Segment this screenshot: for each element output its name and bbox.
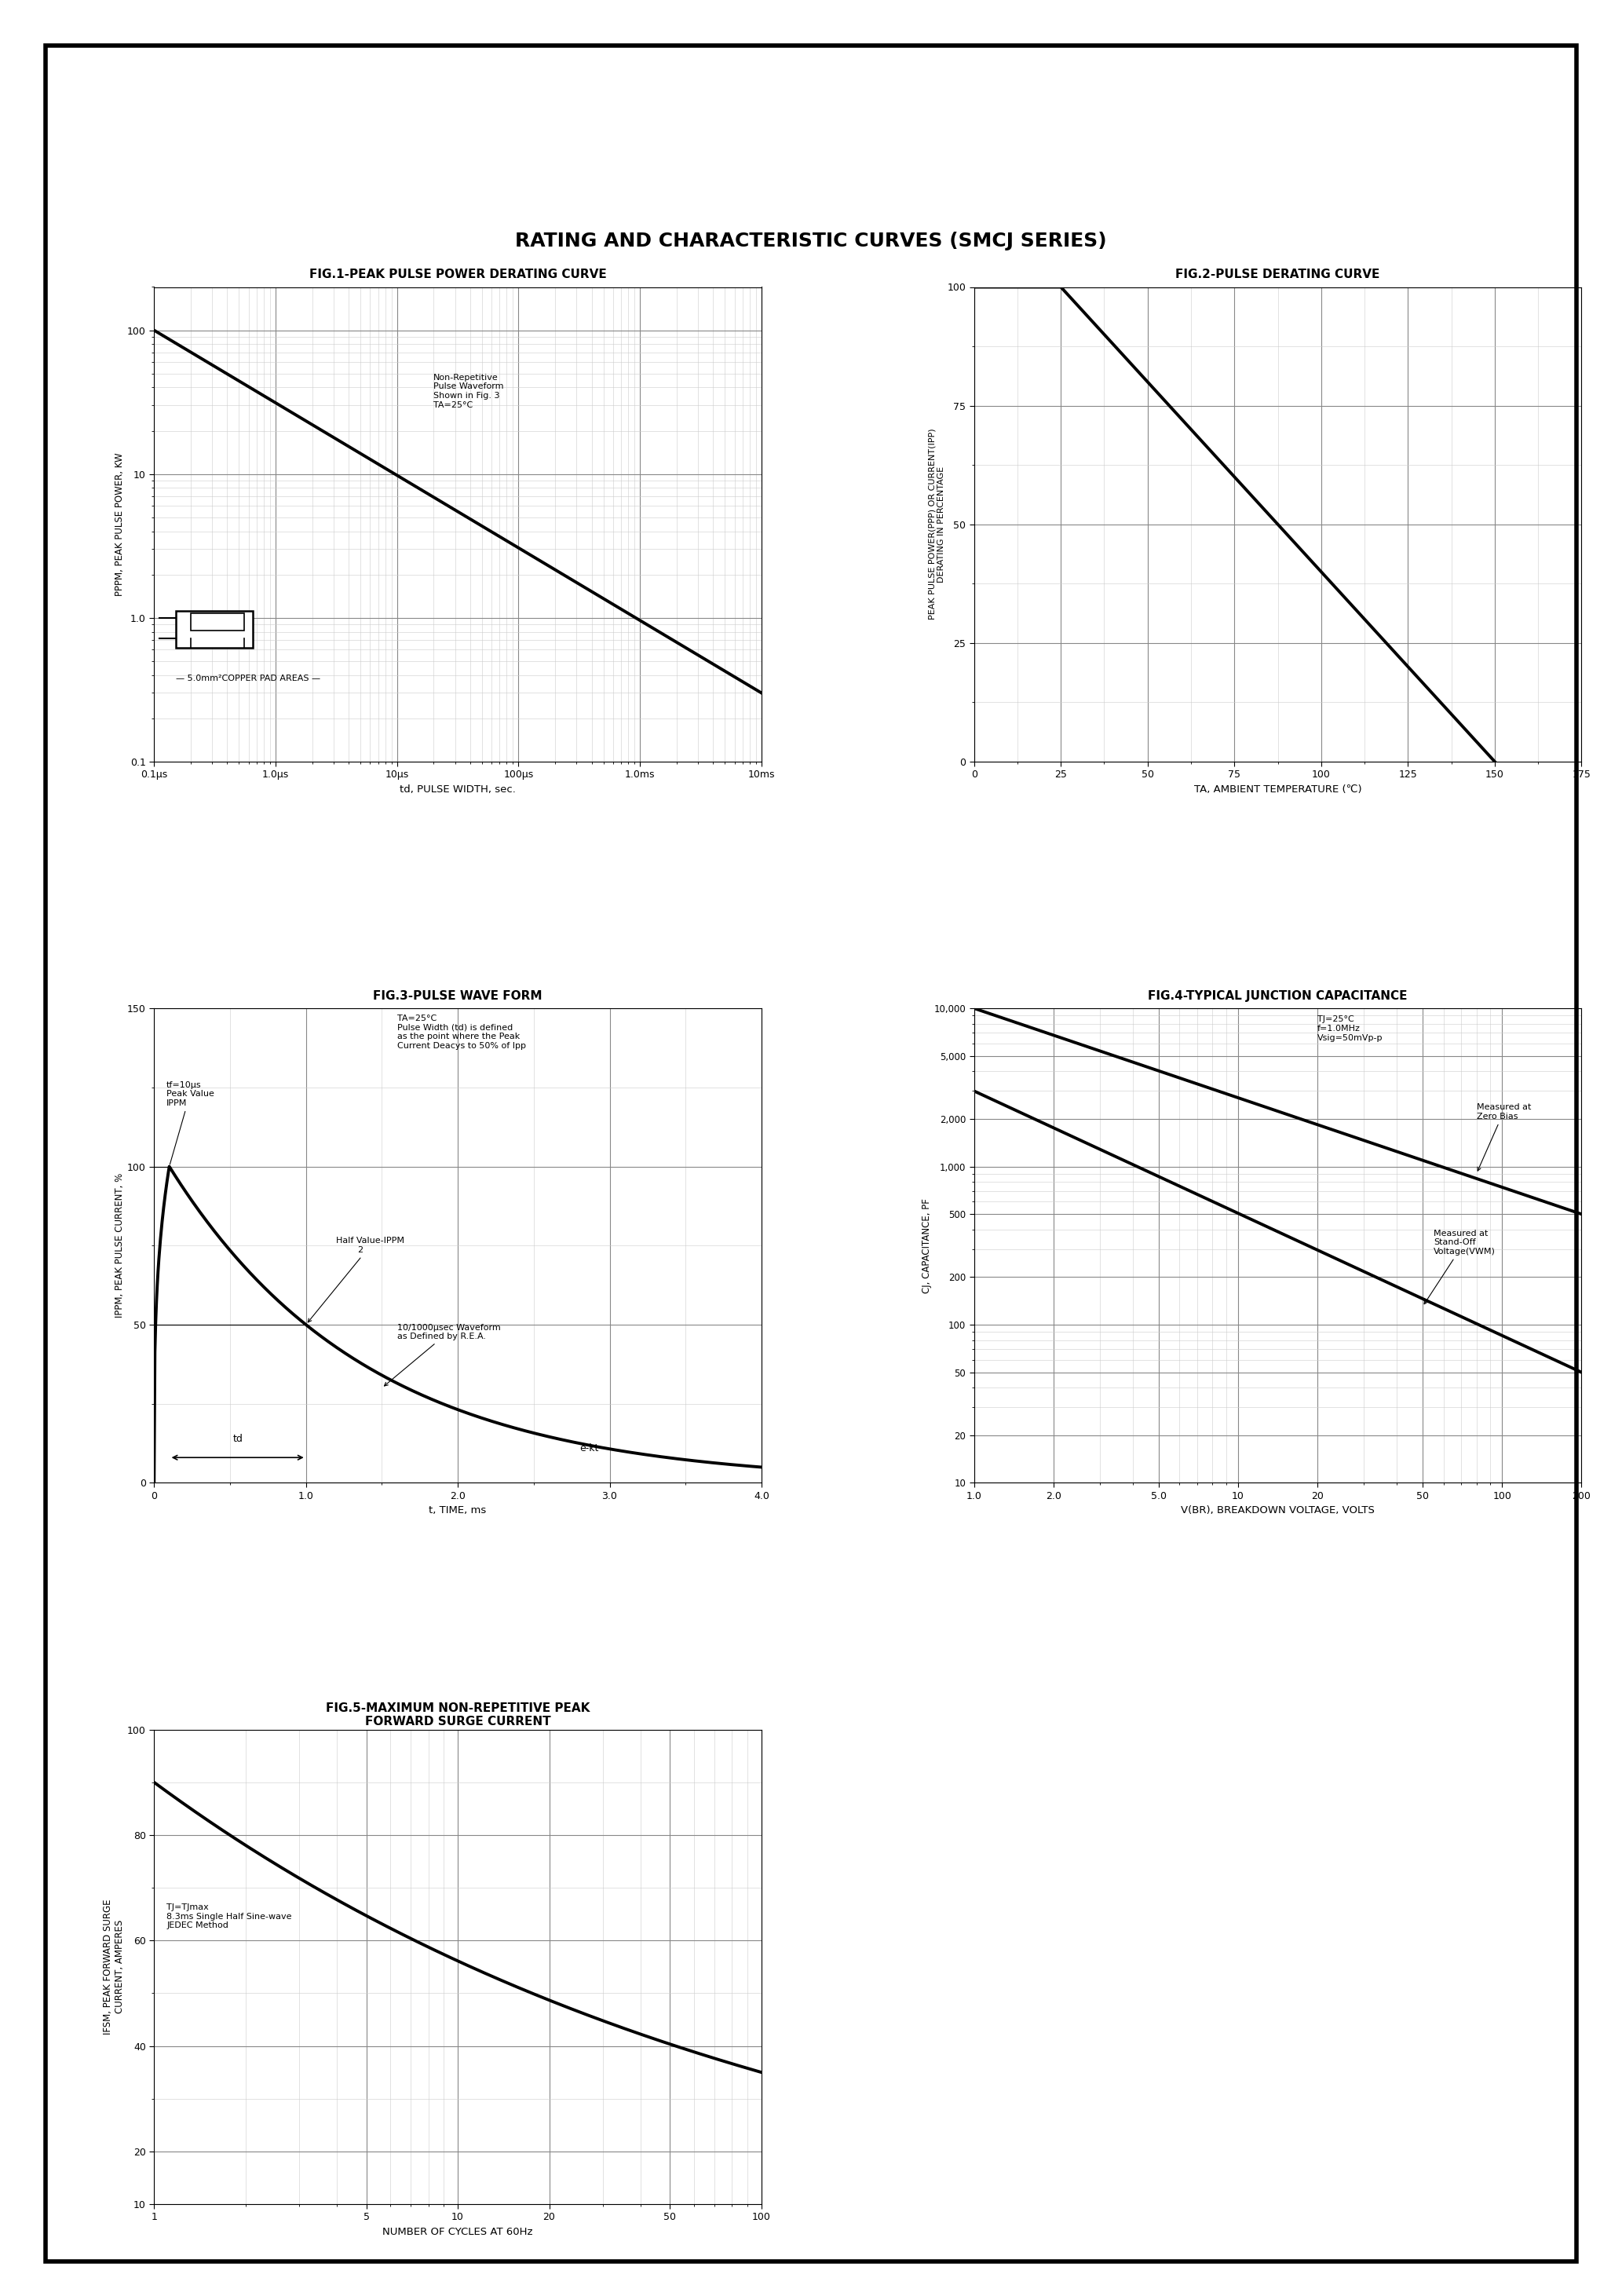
Title: FIG.3-PULSE WAVE FORM: FIG.3-PULSE WAVE FORM [373, 990, 542, 1001]
Y-axis label: PPPM, PEAK PULSE POWER, KW: PPPM, PEAK PULSE POWER, KW [115, 452, 125, 597]
Text: 10/1000μsec Waveform
as Defined by R.E.A.: 10/1000μsec Waveform as Defined by R.E.A… [384, 1322, 501, 1387]
Text: td: td [232, 1435, 243, 1444]
X-axis label: TA, AMBIENT TEMPERATURE (℃): TA, AMBIENT TEMPERATURE (℃) [1194, 785, 1361, 794]
X-axis label: NUMBER OF CYCLES AT 60Hz: NUMBER OF CYCLES AT 60Hz [383, 2227, 534, 2236]
Text: Measured at
Zero Bias: Measured at Zero Bias [1476, 1104, 1531, 1171]
Title: FIG.4-TYPICAL JUNCTION CAPACITANCE: FIG.4-TYPICAL JUNCTION CAPACITANCE [1148, 990, 1408, 1001]
X-axis label: t, TIME, ms: t, TIME, ms [430, 1506, 487, 1515]
Y-axis label: IPPM, PEAK PULSE CURRENT, %: IPPM, PEAK PULSE CURRENT, % [115, 1173, 125, 1318]
Text: e-kt: e-kt [579, 1444, 599, 1453]
Text: Half Value-IPPM
        2: Half Value-IPPM 2 [308, 1238, 404, 1322]
FancyBboxPatch shape [175, 611, 253, 647]
Title: FIG.1-PEAK PULSE POWER DERATING CURVE: FIG.1-PEAK PULSE POWER DERATING CURVE [310, 269, 607, 280]
X-axis label: td, PULSE WIDTH, sec.: td, PULSE WIDTH, sec. [399, 785, 516, 794]
Text: — 5.0mm²COPPER PAD AREAS —: — 5.0mm²COPPER PAD AREAS — [175, 675, 320, 682]
Text: tf=10μs
Peak Value
IPPM: tf=10μs Peak Value IPPM [165, 1081, 214, 1164]
Y-axis label: PEAK PULSE POWER(PPP) OR CURRENT(IPP)
DERATING IN PERCENTAGE: PEAK PULSE POWER(PPP) OR CURRENT(IPP) DE… [928, 429, 946, 620]
FancyBboxPatch shape [191, 613, 243, 629]
Text: TA=25°C
Pulse Width (td) is defined
as the point where the Peak
Current Deacys t: TA=25°C Pulse Width (td) is defined as t… [397, 1015, 526, 1049]
Y-axis label: IFSM, PEAK FORWARD SURGE
CURRENT, AMPERES: IFSM, PEAK FORWARD SURGE CURRENT, AMPERE… [104, 1899, 125, 2034]
Title: FIG.5-MAXIMUM NON-REPETITIVE PEAK
FORWARD SURGE CURRENT: FIG.5-MAXIMUM NON-REPETITIVE PEAK FORWAR… [326, 1701, 590, 1727]
Text: Non-Repetitive
Pulse Waveform
Shown in Fig. 3
TA=25°C: Non-Repetitive Pulse Waveform Shown in F… [433, 374, 504, 409]
Text: TJ=TJmax
8.3ms Single Half Sine-wave
JEDEC Method: TJ=TJmax 8.3ms Single Half Sine-wave JED… [167, 1903, 292, 1929]
Text: Measured at
Stand-Off
Voltage(VWM): Measured at Stand-Off Voltage(VWM) [1424, 1228, 1495, 1304]
Text: RATING AND CHARACTERISTIC CURVES (SMCJ SERIES): RATING AND CHARACTERISTIC CURVES (SMCJ S… [516, 232, 1106, 250]
Y-axis label: CJ, CAPACITANCE, PF: CJ, CAPACITANCE, PF [921, 1199, 931, 1293]
Text: TJ=25°C
f=1.0MHz
Vsig=50mVp-p: TJ=25°C f=1.0MHz Vsig=50mVp-p [1317, 1015, 1384, 1042]
Title: FIG.2-PULSE DERATING CURVE: FIG.2-PULSE DERATING CURVE [1176, 269, 1380, 280]
X-axis label: V(BR), BREAKDOWN VOLTAGE, VOLTS: V(BR), BREAKDOWN VOLTAGE, VOLTS [1181, 1506, 1375, 1515]
